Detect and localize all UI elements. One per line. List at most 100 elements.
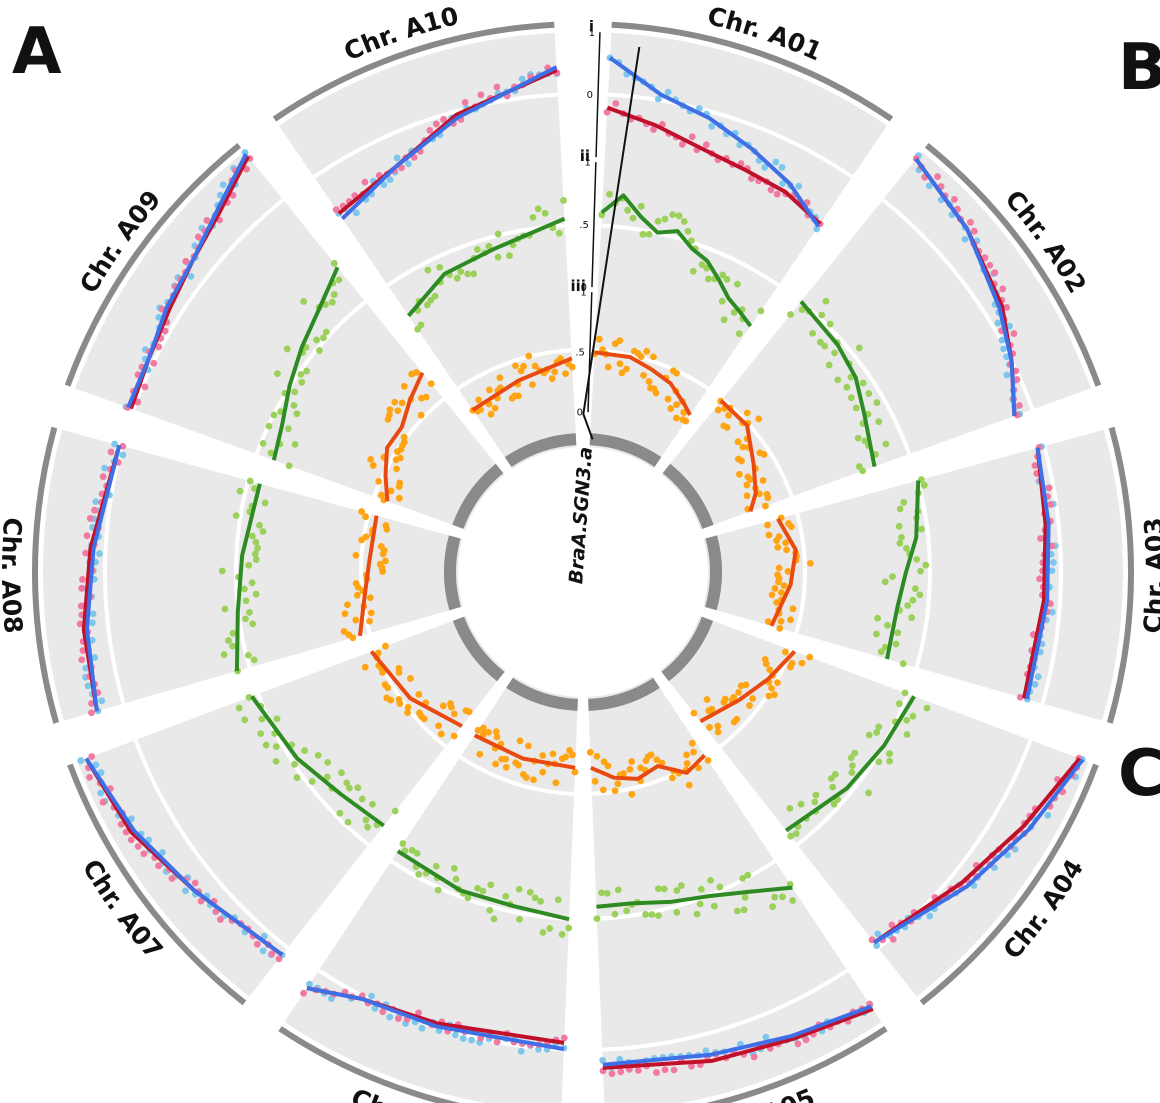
track2-point (258, 715, 266, 723)
track2-line (799, 300, 877, 467)
track3-point (341, 610, 349, 618)
track1-point (155, 313, 163, 321)
track3-point (680, 409, 688, 416)
track1-point (398, 164, 405, 172)
track3-point (787, 663, 794, 671)
track2-point (624, 206, 632, 214)
sector-gridline (312, 92, 559, 179)
track3-line (369, 650, 463, 728)
inner-ring-arc (587, 677, 660, 711)
track2-point (343, 779, 351, 787)
track1-point (452, 1031, 459, 1039)
track1-point (617, 1068, 625, 1076)
track2-point (903, 716, 911, 724)
track3-point (377, 543, 385, 550)
track2-point (886, 757, 893, 765)
track1-point (1003, 371, 1011, 379)
track3-point (783, 546, 791, 554)
track2-point (920, 481, 928, 489)
track2-point (900, 498, 908, 506)
track2-point (241, 716, 249, 724)
track2-point (323, 773, 331, 781)
track3-point (395, 494, 403, 502)
track2-line (406, 216, 566, 318)
track3-point (485, 386, 493, 394)
track3-point (771, 585, 779, 592)
track2-point (541, 209, 549, 217)
track1-point (140, 850, 148, 858)
track3-point (525, 352, 533, 360)
track3-point (400, 433, 408, 441)
track2-point (872, 630, 880, 638)
track1-point (773, 190, 781, 198)
track1-line (126, 153, 248, 409)
track2-point (262, 741, 270, 749)
track3-point (393, 465, 400, 473)
track1-point (182, 257, 190, 265)
track1-point (84, 682, 92, 690)
track3-point (706, 723, 713, 731)
track2-point (816, 338, 824, 346)
track3-point (618, 369, 626, 377)
track3-line (590, 753, 707, 781)
track1-point (702, 1047, 710, 1055)
track2-point (291, 440, 299, 448)
track2-point (720, 316, 728, 324)
track1-point (1013, 376, 1021, 383)
track1-point (608, 1070, 616, 1078)
track2-point (313, 336, 320, 344)
track2-point (895, 522, 903, 530)
track3-point (653, 756, 661, 764)
track3-line (769, 517, 798, 627)
track2-point (300, 298, 308, 305)
track1-point (216, 916, 224, 923)
track2-point (606, 190, 613, 198)
track3-point (773, 537, 780, 544)
inner-ring-arc (662, 463, 714, 529)
track3-point (516, 737, 524, 745)
track3-point (382, 522, 390, 529)
track3-point (562, 370, 569, 377)
track2-point (464, 894, 472, 902)
track3-point (664, 395, 672, 403)
track3-point (737, 682, 745, 690)
track1-point (748, 175, 755, 182)
track3-point (498, 755, 506, 763)
track3-point (396, 454, 404, 462)
track3-point (806, 653, 814, 661)
track3-point (765, 531, 773, 539)
sector-gridline (131, 198, 285, 411)
track3-point (720, 698, 728, 706)
inner-ring-arc (705, 535, 722, 611)
track3-point (487, 410, 495, 418)
track2-point (673, 887, 681, 894)
track2-point (917, 567, 924, 575)
track1-point (82, 549, 89, 557)
track-tick-label: -1 (581, 153, 591, 164)
track2-point (865, 731, 873, 739)
track2-point (330, 259, 338, 267)
track2-point (809, 329, 817, 337)
track3-point (616, 337, 624, 345)
track2-point (873, 729, 881, 736)
track2-point (354, 784, 362, 792)
track3-point (628, 790, 636, 798)
track3-point (775, 578, 782, 586)
track3-point (614, 780, 622, 787)
track1-point (86, 515, 94, 522)
panel-letter-c: C (1118, 737, 1160, 811)
track1-point (998, 336, 1006, 344)
track3-point (788, 523, 795, 531)
track-tick-label: 0 (577, 408, 583, 419)
track2-point (923, 704, 931, 712)
track2-point (735, 330, 743, 338)
track3-point (743, 492, 751, 500)
track2-point (884, 621, 891, 629)
chromosome-label: Chr. A08 (0, 516, 28, 634)
track3-point (568, 363, 576, 371)
track2-point (256, 521, 263, 529)
track1-point (599, 1056, 607, 1064)
track3-line (383, 371, 425, 502)
track1-line (873, 757, 1082, 945)
